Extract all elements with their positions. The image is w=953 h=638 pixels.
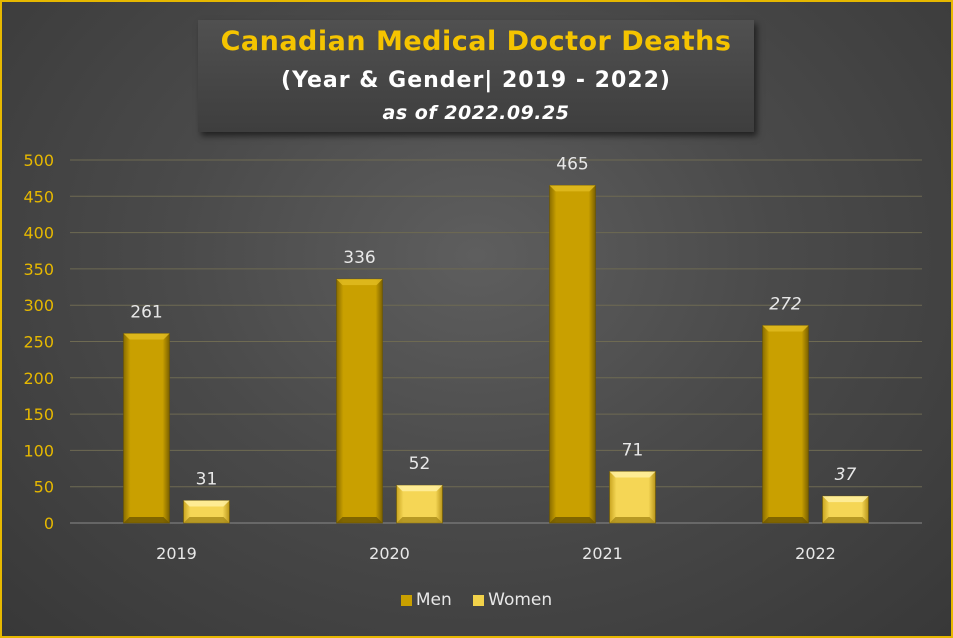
bar-men-2020 [336,278,383,524]
legend-item-women: Women [473,590,552,610]
bar-men-2022 [762,325,809,524]
legend-label-women: Women [488,590,553,610]
y-tick-label: 50 [34,478,54,497]
title-box: Canadian Medical Doctor Deaths (Year & G… [198,20,754,132]
y-tick-label: 250 [23,333,54,352]
bar-bevel-bottom [609,517,656,523]
bar-body [123,333,170,524]
bar-bevel-bottom [822,517,869,523]
chart-note: as of 2022.09.25 [382,102,570,124]
bar-body [549,185,596,524]
bar-bevel-bottom [762,517,809,523]
data-label-women-2021: 71 [622,440,644,460]
bars [123,185,869,524]
bar-bevel-top [336,279,383,286]
bar-women-2019 [183,500,230,524]
y-tick-label: 300 [23,296,54,315]
y-tick-label: 350 [23,260,54,279]
y-tick-label: 500 [23,151,54,170]
bar-body [762,325,809,524]
x-tick-label-2019: 2019 [156,544,197,563]
bar-bevel-top [549,185,596,192]
legend-item-men: Men [400,590,452,610]
data-labels: 261 31 336 52 465 71 272 37 [130,154,856,489]
bar-men-2021 [549,185,596,524]
y-tick-label: 0 [44,514,54,533]
legend-swatch-men [400,595,412,606]
data-label-men-2021: 465 [556,154,588,174]
data-label-men-2019: 261 [130,303,162,323]
y-tick-label: 400 [23,224,54,243]
bar-body [609,471,656,524]
data-label-women-2022: 37 [835,465,857,485]
bar-bevel-bottom [183,517,230,523]
bar-bevel-bottom [336,517,383,523]
y-tick-label: 150 [23,405,54,424]
bar-bevel-top [762,325,809,332]
legend-label-men: Men [415,590,452,610]
data-label-women-2019: 31 [196,469,218,489]
y-tick-label: 450 [23,187,54,206]
bar-bevel-top [396,485,443,492]
bar-bevel-bottom [396,517,443,523]
y-tick-label: 100 [23,441,54,460]
bar-men-2019 [123,333,170,524]
x-tick-label-2021: 2021 [582,544,623,563]
x-tick-label-2020: 2020 [369,544,410,563]
chart-subtitle: (Year & Gender| 2019 - 2022) [281,68,671,93]
y-axis-ticks: 0 50 100 150 200 250 300 350 400 450 500 [23,151,54,533]
bar-women-2020 [396,484,443,524]
x-axis-ticks: 2019 2020 2021 2022 [156,544,836,563]
bar-body [336,278,383,524]
bar-women-2021 [609,471,656,524]
data-label-men-2022: 272 [769,295,801,315]
data-label-women-2020: 52 [409,454,431,474]
y-tick-label: 200 [23,369,54,388]
data-label-men-2020: 336 [343,248,375,268]
bar-women-2022 [822,495,869,524]
legend-swatch-women [473,595,485,606]
bar-bevel-top [183,500,230,507]
legend: Men Women [2,590,951,610]
bar-bevel-bottom [549,517,596,523]
bar-bevel-top [123,333,170,340]
bar-bevel-top [822,496,869,503]
x-tick-label-2022: 2022 [795,544,836,563]
chart-title: Canadian Medical Doctor Deaths [220,26,732,57]
bar-bevel-top [609,471,656,478]
bar-bevel-bottom [123,517,170,523]
